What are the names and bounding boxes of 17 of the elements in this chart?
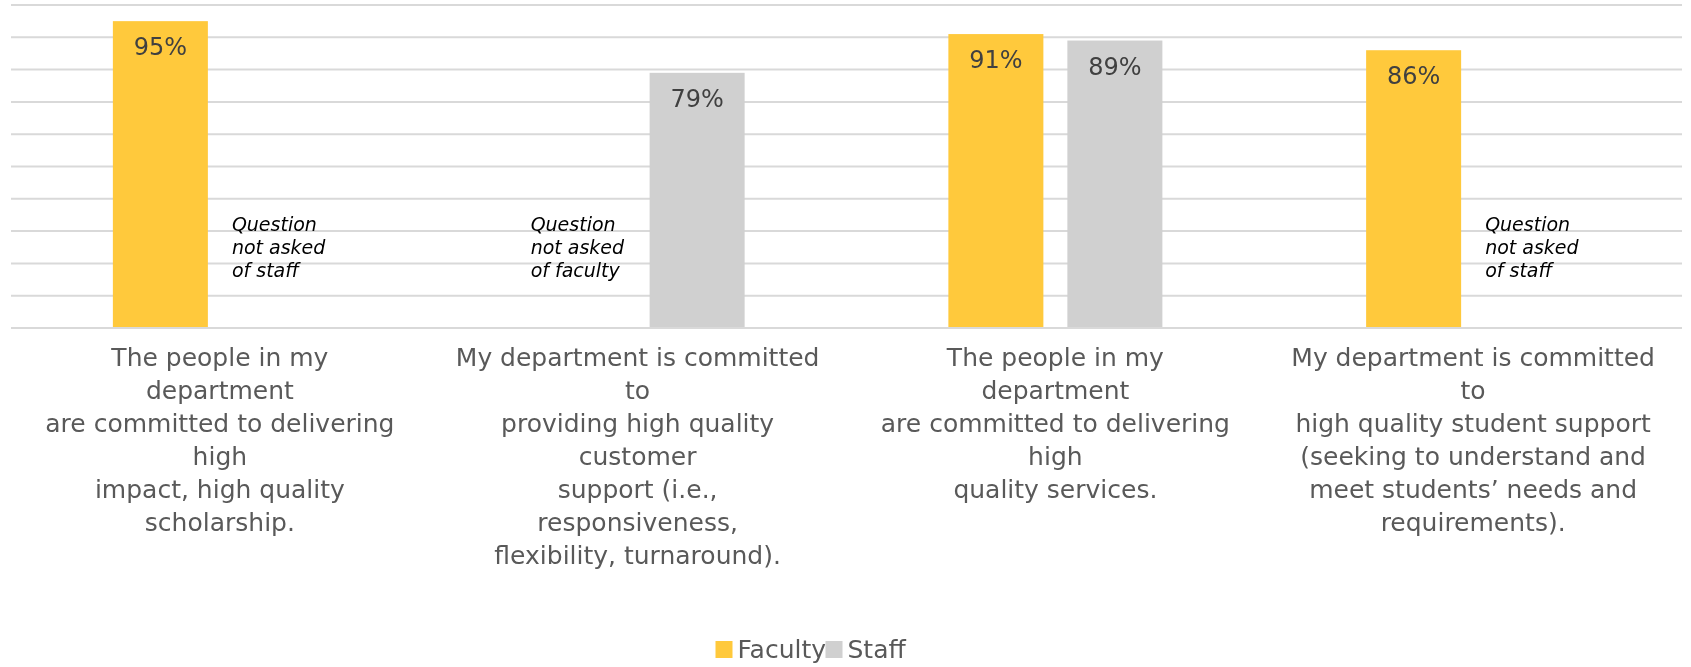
x-tick-label: The people in my department are committed to delivering high quality services. (880, 343, 1230, 504)
bar (1366, 50, 1462, 328)
data-label: 79% (670, 84, 724, 113)
data-label: 86% (1386, 62, 1441, 91)
annotation: Question not asked of staff (1485, 213, 1580, 282)
x-tick-label: The people in my department are committed to delivering high impact, high quality scholarship. (45, 343, 395, 537)
bar (948, 34, 1044, 328)
data-label: 89% (1088, 52, 1142, 81)
x-tick-label: My department is committed to high quality student support (seeking to understand and meet students’ needs and requirements). (1291, 343, 1655, 537)
data-label: 95% (133, 33, 188, 62)
annotation: Question not asked of staff (231, 213, 327, 282)
data-label: 91% (969, 46, 1023, 75)
x-tick-label: My department is committed to providing high quality customer support (i.e., responsiveness, flexibility, turnaround). (455, 343, 820, 570)
legend-label: Faculty (737, 635, 827, 664)
legend-label: Staff (847, 635, 907, 664)
bar (112, 21, 208, 328)
annotation: Question not asked of faculty (530, 213, 626, 282)
